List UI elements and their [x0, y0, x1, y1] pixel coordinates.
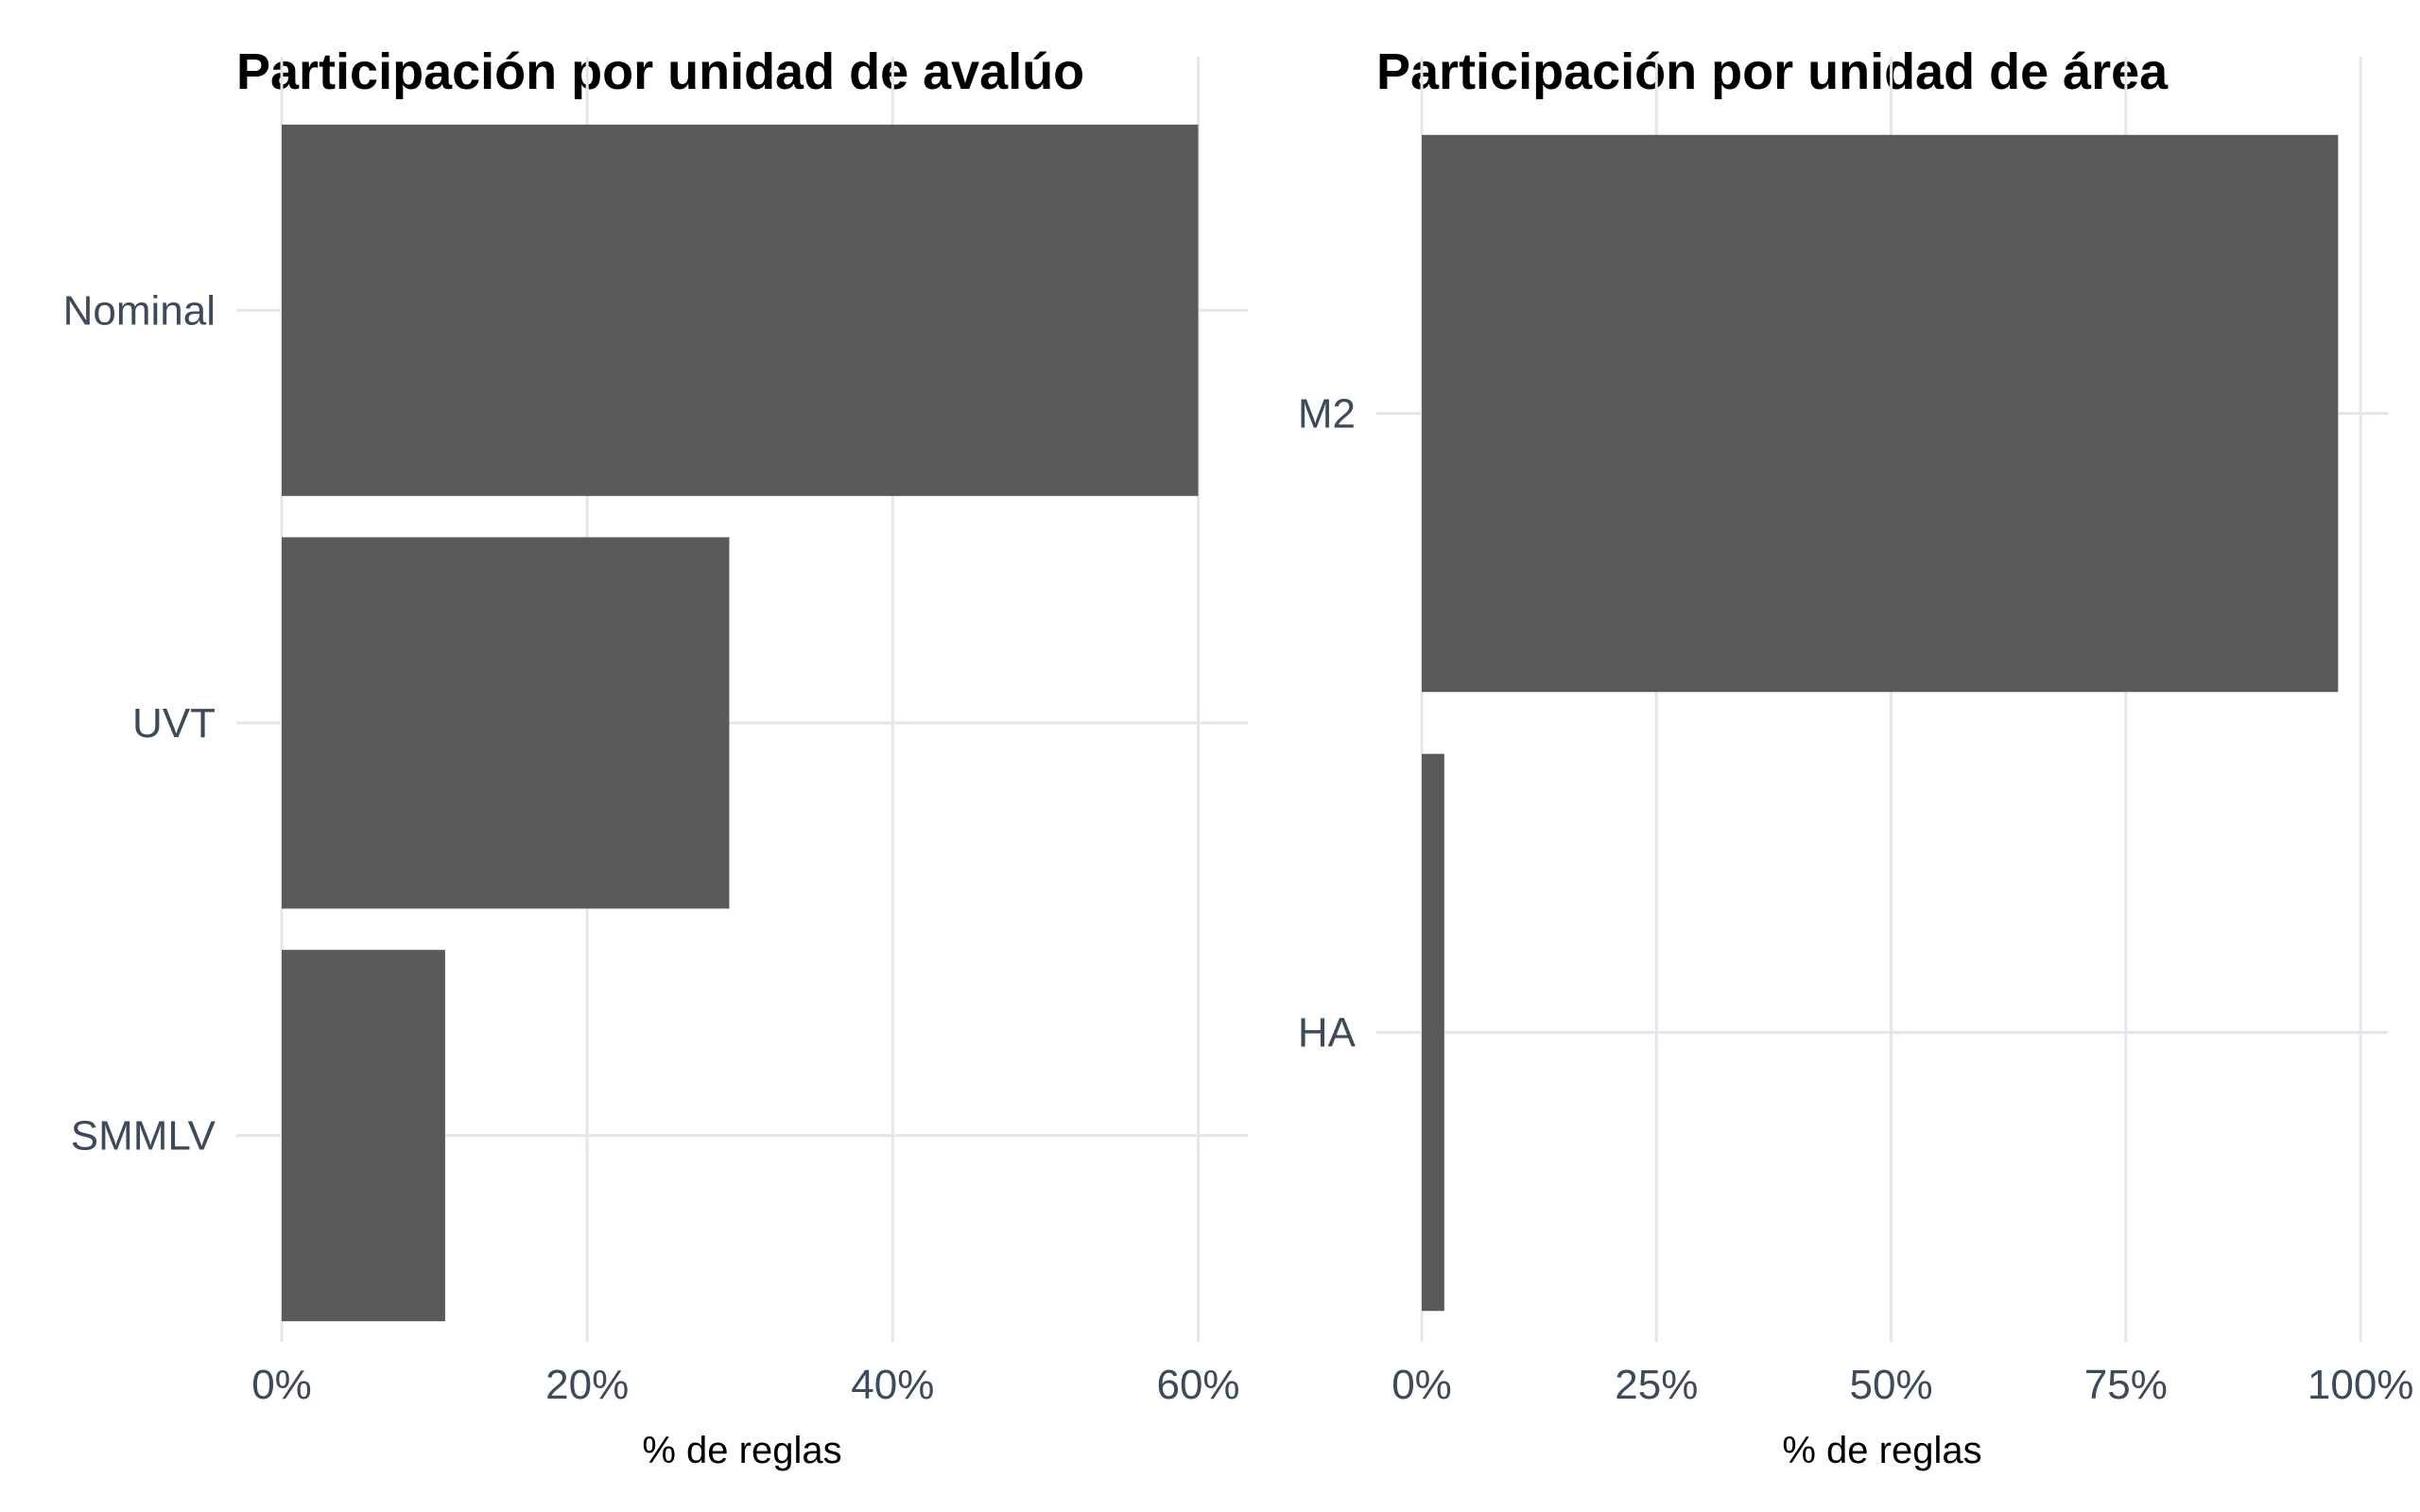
chart-panel-area: Participación por unidad de área % de re… [1298, 43, 2414, 1471]
x-tick-label: 40% [851, 1362, 934, 1408]
x-tick-label: 60% [1156, 1362, 1239, 1408]
bar-m2 [1422, 134, 2339, 693]
x-tick-label: 50% [1850, 1362, 1933, 1408]
y-tick-label: HA [1298, 1010, 1357, 1057]
y-tick-label: SMMLV [71, 1113, 216, 1160]
x-tick-label: 0% [251, 1362, 312, 1408]
x-tick-label: 100% [2308, 1362, 2414, 1408]
bar-uvt [282, 537, 730, 909]
chart-panel-avaluo: Participación por unidad de avalúo % de … [63, 43, 1248, 1471]
bar-smmlv [282, 950, 445, 1322]
x-tick-label: 25% [1615, 1362, 1698, 1408]
x-tick-label: 20% [545, 1362, 629, 1408]
x-tick-label: 0% [1392, 1362, 1452, 1408]
y-tick-label: M2 [1298, 391, 1356, 438]
bar-nominal [282, 124, 1199, 496]
x-tick-label: 75% [2084, 1362, 2168, 1408]
chart-title: Participación por unidad de avalúo [236, 43, 1084, 100]
bar-ha [1422, 753, 1444, 1312]
x-axis-title: % de reglas [642, 1430, 841, 1471]
chart-title: Participación por unidad de área [1376, 43, 2169, 100]
y-tick-label: Nominal [63, 287, 216, 334]
x-axis-title: % de reglas [1782, 1430, 1981, 1471]
y-tick-label: UVT [132, 700, 216, 747]
